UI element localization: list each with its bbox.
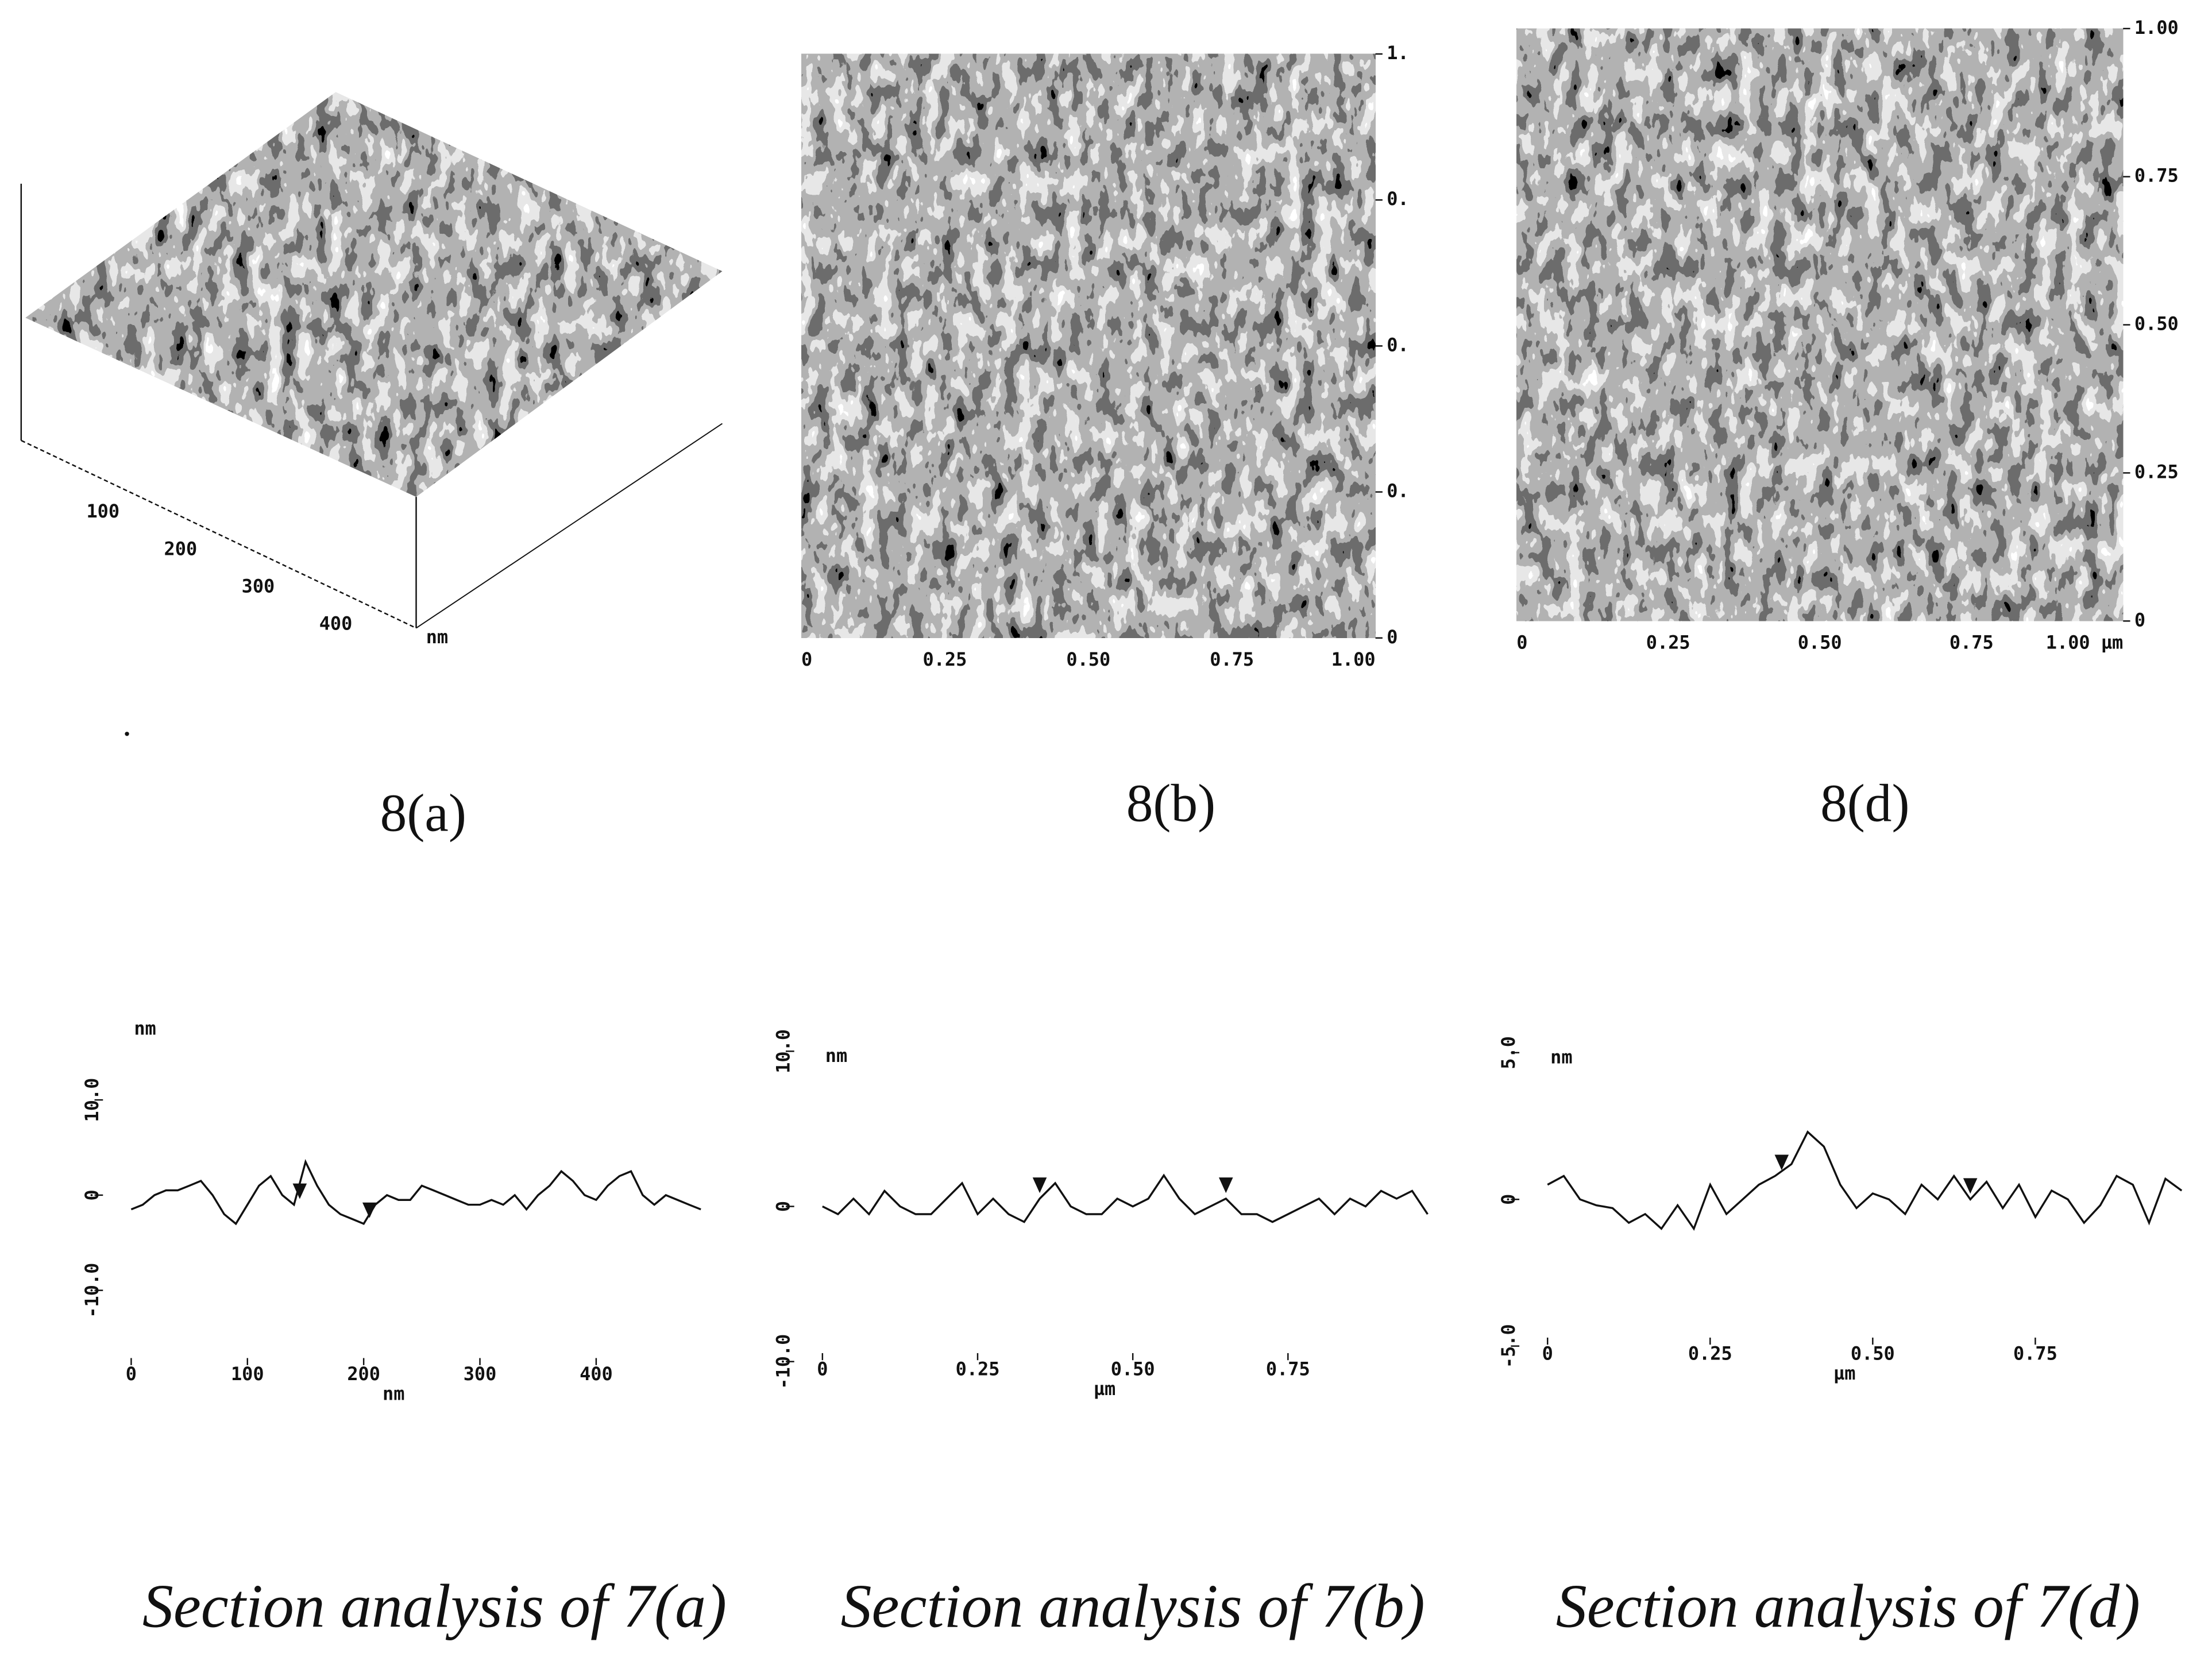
y-tick-label: -10.0 (81, 1263, 103, 1318)
x-axis (21, 439, 417, 629)
cursor-marker (1963, 1178, 1978, 1194)
y-unit: nm (825, 1045, 847, 1067)
x-tick-label: 100 (86, 500, 119, 522)
x-tick-label: 0.25 (1688, 1342, 1732, 1364)
x-tick-label: 200 (347, 1363, 380, 1385)
section-title: Section analysis of 7(b) (841, 1573, 1425, 1641)
y-unit: nm (134, 1017, 156, 1039)
x-tick-label: 0.50 (1111, 1358, 1155, 1380)
y-tick-label: 0 (1387, 626, 1398, 648)
x-tick-label: 200 (164, 538, 198, 559)
cursor-marker (292, 1183, 307, 1199)
y-tick-label: 0. (1387, 480, 1408, 502)
y-axis (415, 423, 723, 629)
profile-line (1547, 1130, 2183, 1231)
x-tick-label: 0.75 (1950, 632, 1994, 654)
x-tick-label: 0.25 (922, 648, 967, 670)
section-title: Section analysis of 7(d) (1556, 1573, 2140, 1641)
x-tick-label: 0.25 (1646, 632, 1690, 654)
y-unit: nm (1550, 1046, 1572, 1068)
y-tick-label: 0 (773, 1201, 794, 1212)
x-tick-label: 1.00 (1331, 648, 1376, 670)
caption: 8(b) (1126, 774, 1215, 833)
x-tick-label: 0.50 (1851, 1342, 1895, 1364)
x-tick-label: 0 (817, 1358, 828, 1380)
x-tick-label: 0.75 (1266, 1358, 1310, 1380)
axis-unit: nm (426, 626, 448, 648)
y-tick-label: 1.00 (2134, 17, 2179, 38)
y-tick-label: 0.50 (2134, 313, 2179, 335)
x-tick-label: 0 (126, 1363, 137, 1385)
cursor-marker (362, 1202, 377, 1218)
y-tick-label: 0.75 (2134, 165, 2179, 187)
x-tick-label: 0 (1542, 1342, 1553, 1364)
afm-image (1516, 28, 2124, 621)
y-tick-label: 1. (1387, 42, 1408, 64)
y-tick-label: 0 (81, 1189, 103, 1200)
x-tick-label: 0 (1516, 632, 1527, 654)
y-tick-label: 0 (1497, 1194, 1519, 1205)
speck (125, 732, 129, 736)
x-tick-label: 400 (319, 612, 353, 634)
cursor-marker (1218, 1177, 1233, 1193)
x-tick-label: 0.75 (1210, 648, 1254, 670)
x-tick-label: 0 (801, 648, 812, 670)
caption: 8(d) (1820, 774, 1909, 833)
afm-3d (20, 92, 723, 629)
x-tick-label: 0.50 (1066, 648, 1110, 670)
y-tick-label: 10.0 (81, 1078, 103, 1122)
y-tick-label: -5.0 (1497, 1324, 1519, 1368)
x-unit: nm (383, 1382, 404, 1404)
y-tick-label: 0. (1387, 188, 1408, 210)
profile-line (130, 1159, 701, 1226)
x-unit: µm (1094, 1378, 1115, 1400)
y-tick-label: 10.0 (773, 1029, 794, 1073)
y-tick-label: 0. (1387, 334, 1408, 356)
x-tick-label: 0.75 (2013, 1342, 2057, 1364)
x-tick-label: 300 (242, 575, 275, 597)
cursor-marker (1032, 1177, 1047, 1193)
cursor-marker (1774, 1154, 1789, 1171)
x-tick-label: 0.50 (1798, 632, 1842, 654)
caption: 8(a) (380, 784, 466, 843)
x-tick-label: 400 (580, 1363, 613, 1385)
section-title: Section analysis of 7(a) (142, 1573, 727, 1641)
afm-image (801, 53, 1376, 638)
x-tick-label: 0.25 (956, 1358, 1000, 1380)
y-tick-label: 0.25 (2134, 461, 2179, 482)
x-tick-label: 1.00 µm (2046, 632, 2123, 654)
y-tick-label: 0 (2134, 609, 2145, 631)
x-tick-label: 300 (464, 1363, 497, 1385)
surface-texture (25, 92, 723, 497)
x-tick-label: 100 (231, 1363, 264, 1385)
x-unit: µm (1833, 1362, 1855, 1384)
y-tick-label: 5.0 (1497, 1036, 1519, 1069)
profile-line (822, 1173, 1429, 1223)
y-tick-label: -10.0 (773, 1334, 794, 1389)
